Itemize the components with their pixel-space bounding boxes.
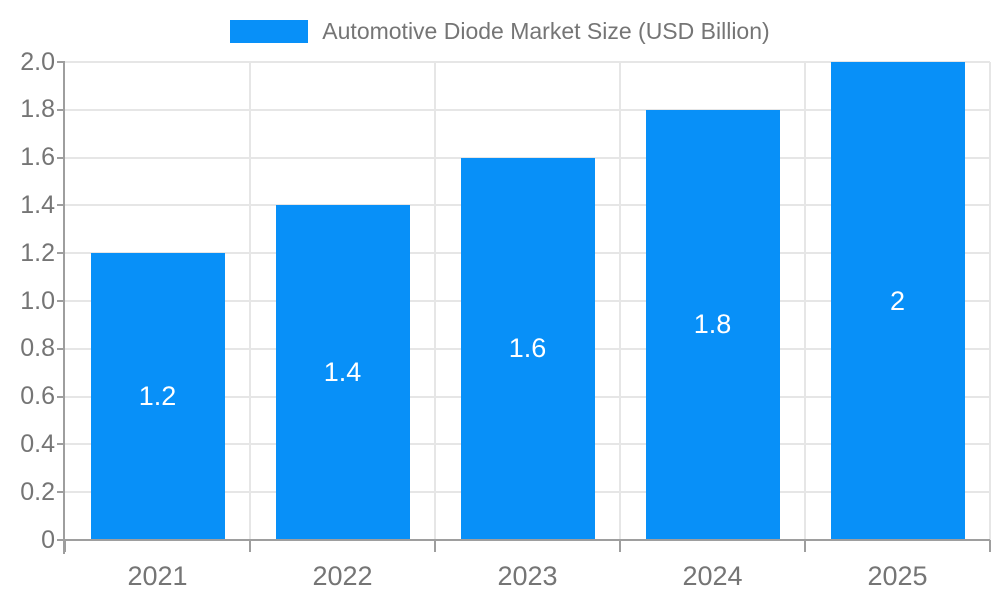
v-gridline [434, 62, 436, 540]
v-gridline [619, 62, 621, 540]
x-axis-tick [804, 540, 806, 552]
y-axis-tick [57, 443, 65, 446]
h-gridline [65, 108, 990, 111]
legend-swatch [230, 20, 309, 43]
v-gridline [249, 62, 251, 540]
y-axis-tick-label: 0.2 [20, 477, 55, 506]
y-axis-tick-label: 1.6 [20, 143, 55, 172]
x-axis-tick-label: 2022 [312, 561, 373, 591]
x-axis-tick [434, 540, 436, 552]
y-axis-tick-label: 2.0 [20, 47, 55, 76]
chart-title: Automotive Diode Market Size (USD Billio… [322, 18, 770, 44]
bar-value-label: 1.2 [138, 381, 177, 412]
bar[interactable] [90, 253, 225, 540]
h-gridline [65, 61, 990, 63]
y-axis-tick [57, 539, 65, 541]
y-axis-tick [57, 347, 65, 350]
x-axis-tick [989, 540, 991, 552]
y-axis-tick-label: 0.6 [20, 382, 55, 411]
y-axis-tick [57, 252, 65, 255]
x-axis-tick [619, 540, 621, 552]
x-axis-tick-label: 2021 [127, 561, 188, 591]
y-axis-tick-label: 1.8 [20, 95, 55, 124]
bar[interactable] [830, 62, 965, 540]
y-axis-line [63, 62, 65, 554]
y-axis-tick [57, 395, 65, 398]
y-axis-tick [57, 300, 65, 302]
legend: Automotive Diode Market Size (USD Billio… [0, 18, 1000, 45]
y-axis-tick-label: 1.0 [20, 286, 55, 315]
y-axis-tick-label: 1.2 [20, 238, 55, 267]
x-axis-line [65, 539, 990, 541]
bar-value-label: 1.4 [323, 357, 362, 388]
v-gridline [804, 62, 806, 540]
x-axis-tick [249, 540, 251, 552]
x-axis-tick [64, 540, 66, 552]
y-axis-tick [57, 156, 65, 159]
bar[interactable] [645, 109, 780, 540]
x-axis-tick-label: 2025 [867, 561, 928, 591]
bar[interactable] [460, 157, 595, 540]
y-axis-tick-label: 0 [41, 525, 55, 554]
bar-value-label: 1.8 [693, 309, 732, 340]
y-axis-tick-label: 1.4 [20, 190, 55, 219]
y-axis-tick [57, 491, 65, 494]
y-axis-tick [57, 108, 65, 111]
x-axis-tick-label: 2024 [682, 561, 743, 591]
y-axis-tick [57, 204, 65, 207]
y-axis-tick-label: 0.4 [20, 429, 55, 458]
v-gridline [989, 62, 991, 540]
bar-value-label: 1.6 [508, 333, 547, 364]
x-axis-tick-label: 2023 [497, 561, 558, 591]
bar-value-label: 2 [889, 285, 906, 316]
y-axis-tick-label: 0.8 [20, 334, 55, 363]
bar[interactable] [275, 205, 410, 540]
y-axis-tick [57, 61, 65, 63]
